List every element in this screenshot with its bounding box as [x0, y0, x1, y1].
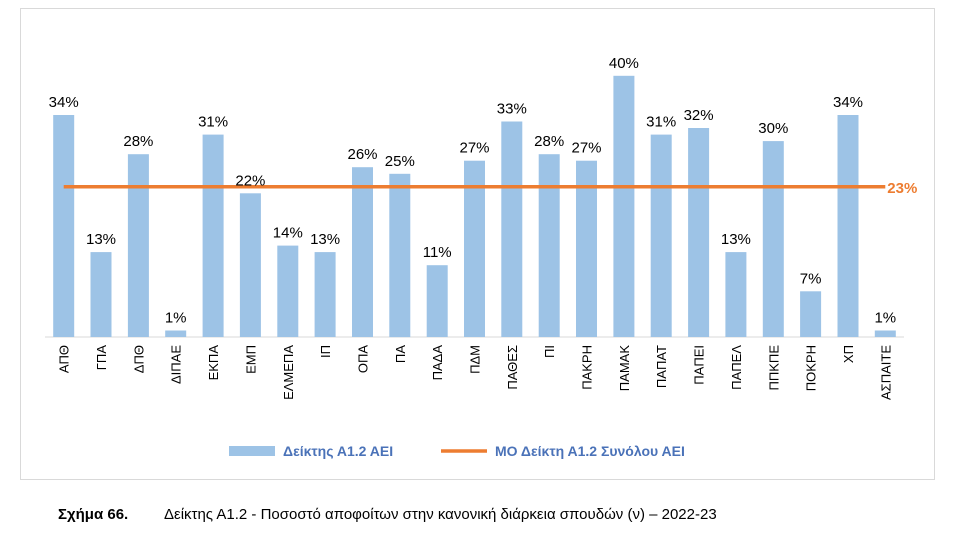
value-label-ΕΛΜΕΠΑ: 14% [273, 225, 303, 242]
value-label-ΠΑΔΑ: 11% [423, 244, 452, 261]
bar-ΠΑΔΑ [426, 265, 448, 337]
value-label-ΠΠΚΠΕ: 30% [758, 120, 788, 137]
category-label-ΟΠΑ: ΟΠΑ [356, 345, 371, 374]
bar-ΠΑΜΑΚ [613, 75, 635, 338]
value-label-ΔΙΠΑΕ: 1% [165, 310, 187, 327]
category-label-ΕΜΠ: ΕΜΠ [243, 345, 258, 374]
bar-ΙΠ [314, 252, 336, 337]
bar-ΓΠΑ [90, 252, 112, 337]
figure-caption: Σχήμα 66. Δείκτης Α1.2 - Ποσοστό αποφοίτω… [58, 506, 717, 523]
category-label-ΠΑΘΕΣ: ΠΑΘΕΣ [505, 345, 520, 390]
value-label-ΠΑΘΕΣ: 33% [497, 101, 527, 118]
value-label-ΠΙ: 28% [534, 133, 564, 150]
category-label-ΑΠΘ: ΑΠΘ [57, 345, 72, 373]
category-label-ΕΚΠΑ: ΕΚΠΑ [206, 345, 221, 381]
value-label-ΧΠ: 34% [833, 94, 863, 111]
category-label-ΠΑΜΑΚ: ΠΑΜΑΚ [617, 345, 632, 392]
bar-ΑΠΘ [53, 115, 75, 337]
bar-ΕΜΠ [239, 193, 261, 337]
bar-ΔΙΠΑΕ [165, 330, 187, 337]
category-label-ΠΔΜ: ΠΔΜ [468, 345, 483, 374]
value-label-ΓΠΑ: 13% [86, 231, 116, 248]
bar-ΑΣΠΑΙΤΕ [874, 330, 896, 337]
category-label-ΠΙ: ΠΙ [542, 345, 557, 358]
bar-ΠΙ [538, 154, 560, 337]
category-label-ΠΑ: ΠΑ [393, 345, 408, 363]
figure-number: Σχήμα 66. [58, 506, 129, 523]
category-label-ΑΣΠΑΙΤΕ: ΑΣΠΑΙΤΕ [878, 345, 893, 400]
value-label-ΠΑΜΑΚ: 40% [609, 55, 639, 72]
bar-ΔΠΘ [127, 154, 149, 337]
value-label-ΠΑ: 25% [385, 153, 415, 170]
value-label-ΙΠ: 13% [310, 231, 340, 248]
value-label-ΠΑΠΕΙ: 32% [684, 107, 714, 124]
category-label-ΙΠ: ΙΠ [318, 345, 333, 358]
bar-ΕΛΜΕΠΑ [277, 245, 299, 337]
value-label-ΟΠΑ: 26% [347, 146, 377, 163]
value-label-ΕΚΠΑ: 31% [198, 114, 228, 131]
bar-ΠΑΠΑΤ [650, 134, 672, 337]
category-label-ΠΑΠΕΛ: ΠΑΠΕΛ [729, 345, 744, 390]
bar-ΠΟΚΡΗ [800, 291, 822, 337]
value-label-ΠΑΠΑΤ: 31% [646, 114, 676, 131]
bar-ΠΑΚΡΗ [576, 160, 597, 337]
category-label-ΔΠΘ: ΔΠΘ [131, 345, 146, 373]
bar-ΠΑ [389, 173, 411, 338]
bar-ΠΔΜ [464, 160, 485, 337]
category-label-ΠΟΚΡΗ: ΠΟΚΡΗ [804, 345, 819, 391]
category-label-ΠΠΚΠΕ: ΠΠΚΠΕ [766, 345, 781, 391]
value-label-ΑΣΠΑΙΤΕ: 1% [874, 310, 896, 327]
chart-frame: 23% 34% ΑΠΘ 13% ΓΠΑ 28% ΔΠΘ 1% ΔΙΠΑΕ 31% ΕΚΠΑ 22% Ε… [20, 8, 935, 480]
category-label-ΕΛΜΕΠΑ: ΕΛΜΕΠΑ [281, 345, 296, 400]
legend-line-label: ΜΟ Δείκτη Α1.2 Συνόλου ΑΕΙ [495, 443, 685, 459]
bar-chart: 23% 34% ΑΠΘ 13% ΓΠΑ 28% ΔΠΘ 1% ΔΙΠΑΕ 31% ΕΚΠΑ 22% Ε… [45, 55, 917, 459]
bar-ΠΑΠΕΛ [725, 252, 747, 337]
value-label-ΠΑΚΡΗ: 27% [571, 140, 601, 157]
bar-ΟΠΑ [352, 167, 373, 337]
value-label-ΠΑΠΕΛ: 13% [721, 231, 751, 248]
category-label-ΧΠ: ΧΠ [841, 345, 856, 363]
value-label-ΠΔΜ: 27% [459, 140, 489, 157]
category-label-ΠΑΠΕΙ: ΠΑΠΕΙ [692, 345, 707, 385]
average-value-label: 23% [887, 180, 917, 197]
value-label-ΕΜΠ: 22% [235, 172, 265, 189]
value-label-ΑΠΘ: 34% [49, 94, 79, 111]
category-label-ΠΑΚΡΗ: ΠΑΚΡΗ [580, 345, 595, 390]
bar-ΠΠΚΠΕ [762, 141, 784, 337]
category-label-ΔΙΠΑΕ: ΔΙΠΑΕ [169, 345, 184, 384]
category-label-ΠΑΔΑ: ΠΑΔΑ [430, 345, 445, 381]
caption-text: Δείκτης Α1.2 - Ποσοστό αποφοίτων στην κα… [164, 506, 717, 523]
bar-ΠΑΠΕΙ [688, 128, 710, 337]
value-label-ΔΠΘ: 28% [123, 133, 153, 150]
bar-ΧΠ [837, 115, 859, 337]
legend-bar-label: Δείκτης Α1.2 ΑΕΙ [283, 443, 393, 459]
legend-bar-swatch [229, 446, 275, 456]
category-label-ΓΠΑ: ΓΠΑ [94, 345, 109, 371]
category-label-ΠΑΠΑΤ: ΠΑΠΑΤ [654, 345, 669, 388]
bar-ΠΑΘΕΣ [501, 121, 523, 337]
value-label-ΠΟΚΡΗ: 7% [800, 270, 822, 287]
bar-ΕΚΠΑ [202, 134, 224, 337]
